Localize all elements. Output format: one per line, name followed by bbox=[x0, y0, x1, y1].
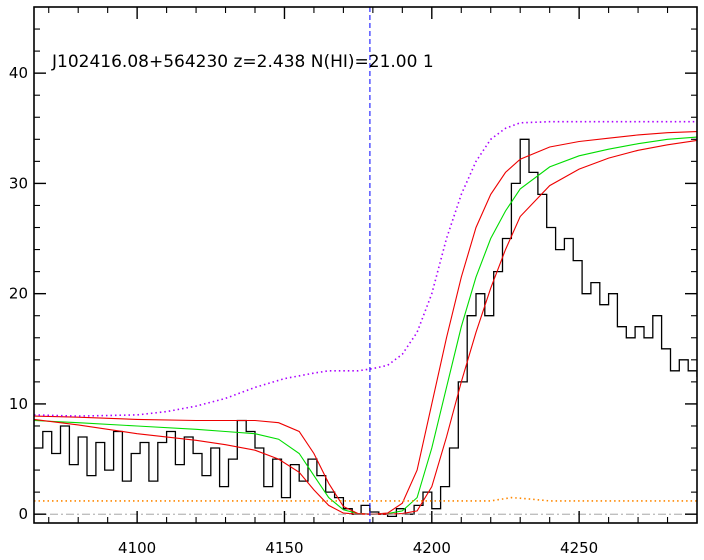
plot-frame bbox=[33, 6, 698, 524]
series-5-line bbox=[34, 496, 697, 502]
axis-layer: 4100 4150 4200 4250 0 10 20 30 40 bbox=[9, 6, 698, 557]
series-4-line bbox=[34, 120, 697, 417]
series-0-line bbox=[34, 138, 697, 518]
x-tick-label-4250: 4250 bbox=[560, 539, 598, 556]
y-tick-label-10: 10 bbox=[9, 395, 28, 413]
x-tick-label-4100: 4100 bbox=[118, 539, 156, 556]
y-tick-label-40: 40 bbox=[9, 64, 28, 82]
y-tick-label-30: 30 bbox=[9, 174, 28, 192]
series-2-line bbox=[34, 131, 697, 515]
series-1-line bbox=[34, 136, 697, 515]
series-3-line bbox=[34, 139, 697, 515]
y-tick-label-0: 0 bbox=[18, 505, 28, 523]
x-tick-label-4150: 4150 bbox=[265, 539, 303, 556]
chart-title: J102416.08+564230 z=2.438 N(HI)=21.00 1 bbox=[51, 52, 434, 72]
y-tick-label-20: 20 bbox=[9, 285, 28, 303]
series-layer bbox=[34, 7, 697, 523]
x-tick-label-4200: 4200 bbox=[413, 539, 451, 556]
